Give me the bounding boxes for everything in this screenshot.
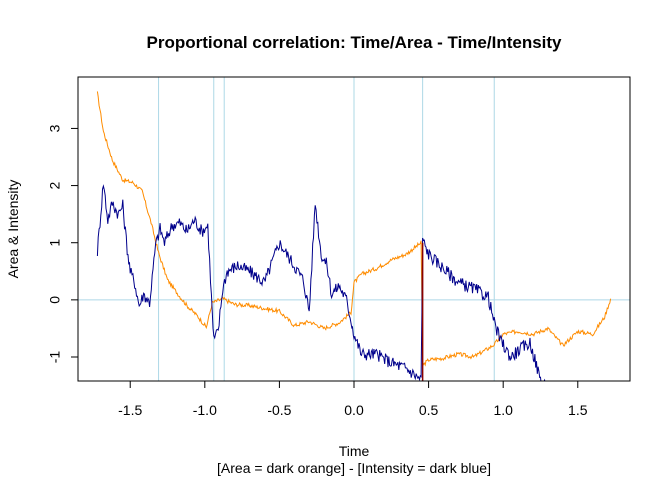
y-axis: -1 0 1 2 3	[47, 124, 79, 364]
y-axis-label: Area & Intensity	[5, 180, 21, 279]
x-tick-label: 0.5	[419, 402, 439, 418]
x-tick-label: 1.0	[493, 402, 513, 418]
x-tick-label: -0.5	[267, 402, 291, 418]
x-tick-label: -1.5	[118, 402, 142, 418]
intensity-line	[96, 184, 546, 381]
y-tick-label: 0	[47, 296, 63, 304]
y-tick-label: 3	[47, 124, 63, 132]
y-tick-label: 1	[47, 239, 63, 247]
chart-subtitle: [Area = dark orange] - [Intensity = dark…	[217, 460, 491, 476]
y-tick-label: -1	[47, 351, 63, 364]
x-axis-label: Time	[339, 443, 370, 459]
series-layer	[96, 91, 612, 381]
chart-title: Proportional correlation: Time/Area - Ti…	[146, 33, 562, 52]
x-tick-label: 0.0	[344, 402, 364, 418]
area-line	[96, 91, 612, 367]
x-tick-label: 1.5	[568, 402, 588, 418]
y-tick-label: 2	[47, 181, 63, 189]
x-tick-label: -1.0	[193, 402, 217, 418]
x-axis: -1.5 -1.0 -0.5 0.0 0.5 1.0 1.5	[118, 380, 588, 418]
reference-lines	[78, 77, 630, 381]
